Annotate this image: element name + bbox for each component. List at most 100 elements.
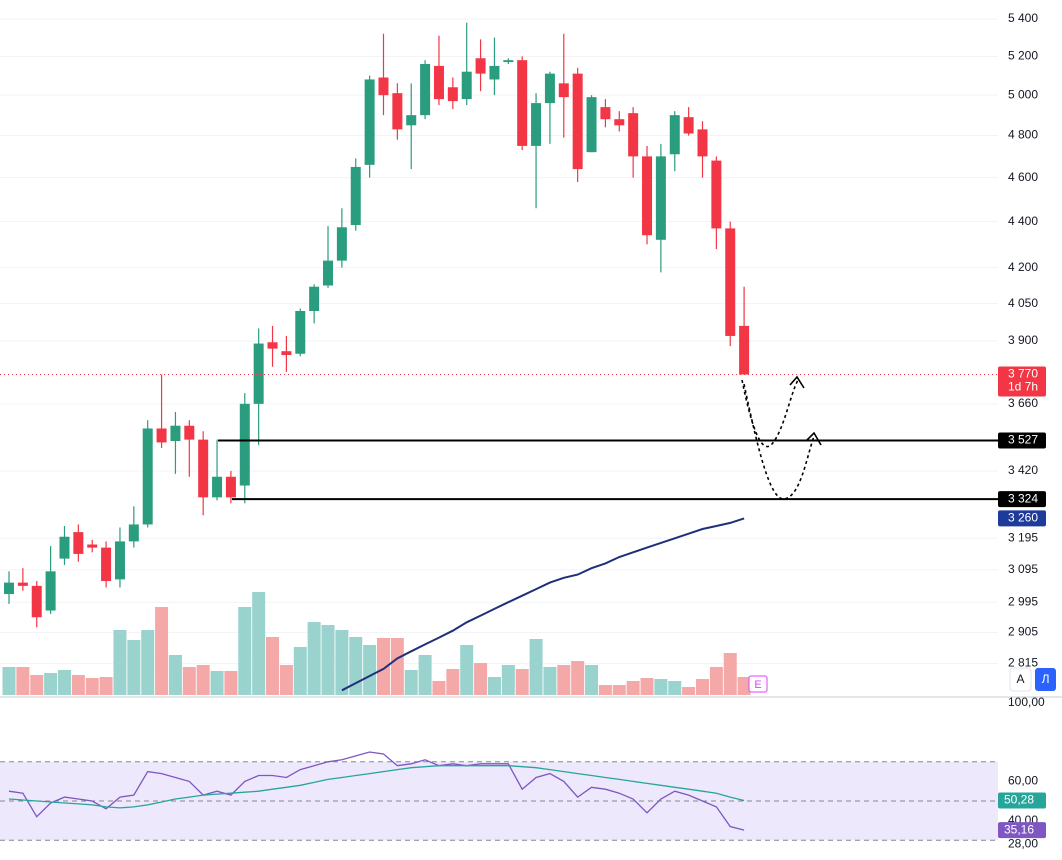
candle-body	[128, 524, 139, 542]
candle-body	[170, 425, 181, 442]
volume-bar	[113, 630, 127, 695]
grid	[0, 18, 998, 665]
volume-bar	[696, 679, 709, 695]
projection-path	[743, 383, 815, 500]
log-button-label[interactable]: Л	[1042, 672, 1050, 686]
volume-bar	[293, 647, 307, 695]
event-marker-label[interactable]: E	[754, 679, 761, 691]
candle-body	[73, 532, 84, 554]
candle-body	[59, 536, 70, 559]
volume-bar	[321, 625, 335, 695]
countdown-label: 1d 7h	[1008, 380, 1038, 394]
arrow-head	[789, 375, 805, 389]
volume-bar	[238, 607, 252, 695]
arrow-head	[805, 431, 822, 446]
rsi-badge	[998, 822, 1046, 839]
candle-body	[572, 73, 583, 170]
volume-bar	[71, 675, 85, 695]
auto-button[interactable]	[1009, 667, 1032, 692]
y-tick-label: 28,00	[1008, 836, 1038, 850]
volume-bar	[404, 670, 418, 695]
rsi-label: 35,16	[1004, 822, 1034, 836]
candle-body	[614, 119, 625, 126]
volume-bar	[44, 673, 58, 695]
volume-bar	[709, 667, 723, 695]
volume-bar	[668, 681, 682, 695]
candle-body	[309, 286, 320, 312]
candle-body	[281, 351, 292, 356]
candle-body	[156, 428, 167, 443]
candle-body	[184, 425, 195, 440]
rsi-line	[8, 765, 745, 809]
candle-body	[142, 428, 153, 525]
candle-body	[461, 71, 472, 100]
volume-bar	[30, 675, 44, 695]
y-tick-label: 5 200	[1008, 49, 1038, 63]
volume-bar	[598, 685, 612, 695]
volume-bar	[224, 671, 238, 695]
candle-body	[739, 325, 750, 375]
y-tick-label: 60,00	[1008, 774, 1038, 788]
candle-body	[4, 582, 14, 595]
volume-bar	[141, 630, 155, 695]
moving-average-line	[341, 517, 745, 692]
volume-bar	[155, 607, 169, 695]
volume-bar	[2, 667, 16, 695]
last-price-label: 3 770	[1008, 367, 1038, 381]
volume-bar	[571, 661, 585, 695]
log-button[interactable]	[1035, 668, 1056, 691]
volume-bar	[57, 670, 71, 695]
event-marker[interactable]	[748, 675, 768, 693]
candle-body	[503, 60, 514, 63]
volume-bar	[168, 655, 182, 695]
candle-body	[489, 65, 500, 80]
volume-bar	[85, 678, 99, 695]
candle-body	[87, 544, 98, 548]
volume-bar	[266, 637, 280, 695]
volume-bar	[515, 669, 529, 695]
volume-bar	[474, 663, 488, 695]
projection-arrow	[789, 375, 822, 446]
volume-bar	[640, 678, 654, 695]
y-tick-label: 5 400	[1008, 11, 1038, 25]
volume-bar	[196, 665, 210, 695]
rsi-line	[8, 751, 745, 831]
candle-body	[239, 403, 250, 486]
candle-body	[225, 476, 236, 498]
candle-body	[655, 156, 666, 240]
candle-body	[406, 115, 417, 126]
level-badge	[998, 491, 1046, 508]
candle-body	[600, 107, 611, 120]
volume-bar	[182, 667, 196, 695]
plot: 5 400 5 200 5 000 4 800 4 600 4 400 4 200 4 050…	[0, 11, 1046, 850]
candle-body	[433, 65, 444, 100]
candle-body	[544, 73, 555, 104]
candle-body	[45, 571, 56, 611]
volume-bar	[612, 685, 626, 695]
volume-bar	[432, 681, 446, 695]
candle-body	[586, 97, 597, 153]
volume-bar	[723, 653, 737, 695]
projection-path	[741, 379, 799, 448]
y-tick-label: 4 200	[1008, 260, 1038, 274]
volume-bar	[585, 665, 599, 695]
volume-bar	[390, 638, 404, 695]
y-tick-label: 3 195	[1008, 530, 1038, 544]
y-tick-label: 3 420	[1008, 463, 1038, 477]
volume-bar	[543, 667, 557, 695]
ma-label: 3 260	[1008, 511, 1038, 525]
y-tick-label: 4 800	[1008, 128, 1038, 142]
projection	[741, 379, 815, 500]
volume-bar	[654, 679, 668, 695]
volume-bar	[418, 655, 432, 695]
candle-body	[267, 342, 278, 349]
candle-body	[31, 585, 42, 618]
auto-button-label[interactable]: A	[1016, 672, 1024, 686]
volume-bar	[682, 687, 696, 695]
level-label: 3 527	[1008, 433, 1038, 447]
candle-body	[447, 87, 458, 102]
candle-body	[17, 582, 28, 586]
y-tick-label: 3 095	[1008, 562, 1038, 576]
candle-body	[725, 228, 736, 336]
